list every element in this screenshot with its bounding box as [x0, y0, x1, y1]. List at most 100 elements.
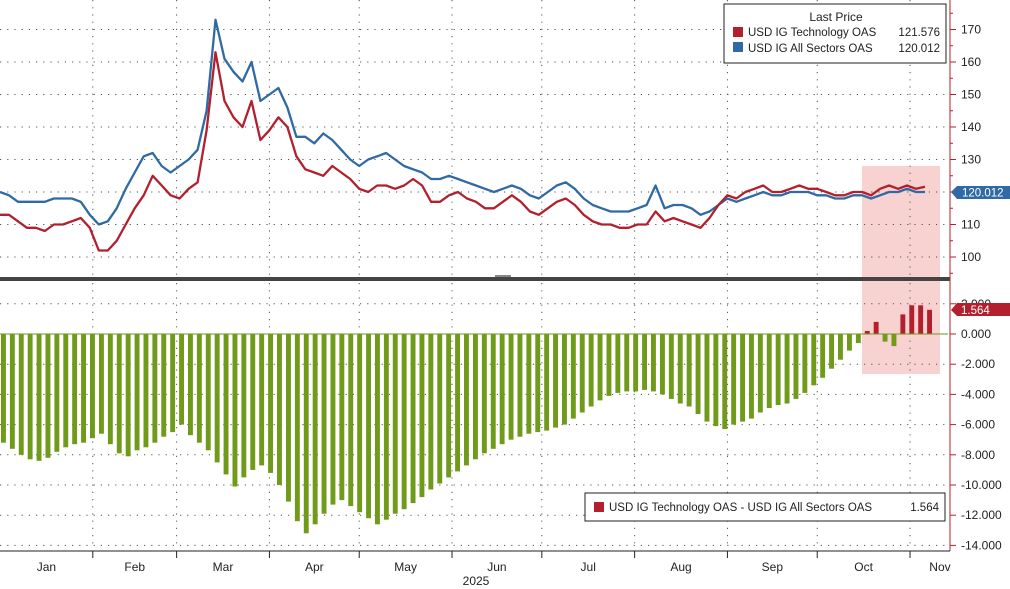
diff-bar: [927, 309, 932, 334]
diff-bar: [330, 334, 336, 505]
diff-bar: [125, 334, 131, 457]
diff-bar: [508, 334, 514, 440]
diff-bar: [54, 334, 60, 452]
y-tick-label: -8.000: [961, 448, 995, 462]
legend-value-tech: 121.576: [898, 27, 940, 39]
diff-bar: [775, 334, 781, 405]
legend-swatch-all: [733, 42, 743, 52]
legend-title: Last Price: [809, 10, 863, 24]
diff-bar: [847, 334, 852, 351]
diff-bar: [820, 334, 826, 378]
top-panel-y-axis: 100110120130140150160170: [950, 12, 981, 274]
diff-bar: [188, 334, 193, 436]
diff-bar: [63, 334, 69, 448]
diff-bar: [161, 334, 167, 437]
last-value-diff: 1.564: [961, 305, 990, 317]
x-tick-label: Jan: [37, 560, 56, 574]
diff-bar: [401, 334, 407, 510]
diff-bar: [286, 334, 291, 502]
diff-bar: [686, 334, 692, 407]
x-tick-label: Feb: [124, 560, 145, 574]
diff-bar: [731, 334, 737, 425]
diff-bar: [366, 334, 371, 519]
diff-bar: [490, 334, 496, 449]
diff-bar: [90, 334, 95, 439]
x-tick-label: Jul: [581, 560, 596, 574]
diff-bar: [481, 334, 487, 454]
diff-bar: [553, 334, 558, 428]
diff-bar: [45, 334, 51, 458]
diff-bar: [321, 334, 327, 514]
diff-bar: [1, 334, 6, 443]
diff-bar: [562, 334, 567, 425]
legend-value-diff: 1.564: [910, 502, 939, 514]
diff-bar: [713, 334, 719, 427]
diff-bar: [570, 334, 576, 419]
legend-value-all: 120.012: [898, 43, 940, 55]
y-tick-label: -10.000: [961, 478, 1002, 492]
diff-bar: [784, 334, 790, 404]
panel-separator[interactable]: [0, 277, 950, 281]
diff-bar: [526, 334, 532, 434]
diff-bar: [357, 334, 363, 513]
diff-bar: [205, 334, 211, 451]
last-value-badge-diff: 1.564: [951, 303, 1010, 317]
diff-bar: [517, 334, 523, 437]
top-legend: Last Price USD IG Technology OAS 121.576…: [723, 3, 947, 64]
x-tick-label: May: [394, 560, 417, 574]
diff-bar: [99, 334, 104, 434]
x-axis: Jan Feb Mar Apr May Jun Jul Aug Sep Oct Nov: [37, 551, 951, 574]
diff-bar: [312, 334, 318, 525]
x-tick-label: Oct: [854, 560, 873, 574]
diff-bar: [891, 334, 897, 347]
diff-bar: [838, 334, 843, 360]
diff-bar: [179, 334, 184, 425]
diff-bar: [464, 334, 469, 466]
diff-bar: [473, 334, 478, 460]
diff-bar: [660, 334, 665, 395]
diff-bar: [375, 334, 380, 525]
diff-bar: [107, 334, 113, 445]
line-usd-ig-technology: [0, 51, 926, 252]
diff-bar: [793, 334, 799, 399]
diff-bar: [811, 334, 817, 386]
diff-bar: [27, 334, 33, 460]
y-tick-label: -12.000: [961, 508, 1002, 522]
bottom-panel-y-axis: 2.0000.000-2.000-4.000-6.000-8.000-10.00…: [950, 297, 1002, 552]
diff-bar: [437, 334, 443, 484]
diff-bar: [143, 334, 149, 448]
diff-bar: [339, 334, 345, 501]
diff-bar: [36, 334, 42, 461]
legend-label-diff: USD IG Technology OAS - USD IG All Secto…: [609, 502, 872, 514]
diff-bar: [499, 334, 505, 445]
diff-bar: [749, 334, 754, 419]
diff-bar: [722, 334, 728, 430]
diff-bar: [615, 334, 621, 393]
diff-bar: [18, 334, 24, 455]
legend-swatch-diff: [594, 502, 604, 512]
diff-bar: [677, 334, 683, 404]
diff-bar: [909, 305, 915, 334]
last-value-all: 120.012: [962, 188, 1004, 200]
y-tick-label: -14.000: [961, 538, 1002, 552]
diff-bar: [410, 334, 416, 504]
panel-separator-handle[interactable]: [495, 275, 511, 277]
y-tick-label: 110: [961, 218, 980, 232]
diff-bar: [766, 334, 772, 408]
legend-label-tech: USD IG Technology OAS: [748, 27, 877, 39]
diff-bar: [241, 334, 247, 478]
diff-bar: [214, 334, 220, 463]
diff-bar: [170, 334, 176, 433]
diff-bar: [588, 334, 594, 407]
diff-bar: [250, 334, 256, 470]
diff-bar: [392, 334, 398, 514]
diff-bar: [624, 334, 630, 392]
y-tick-label: 140: [961, 120, 981, 134]
x-tick-label: Mar: [213, 560, 234, 574]
x-tick-label: Sep: [762, 560, 784, 574]
diff-bar: [740, 334, 745, 422]
diff-bar: [882, 334, 888, 342]
diff-bar: [606, 334, 612, 396]
diff-bar: [642, 334, 647, 390]
